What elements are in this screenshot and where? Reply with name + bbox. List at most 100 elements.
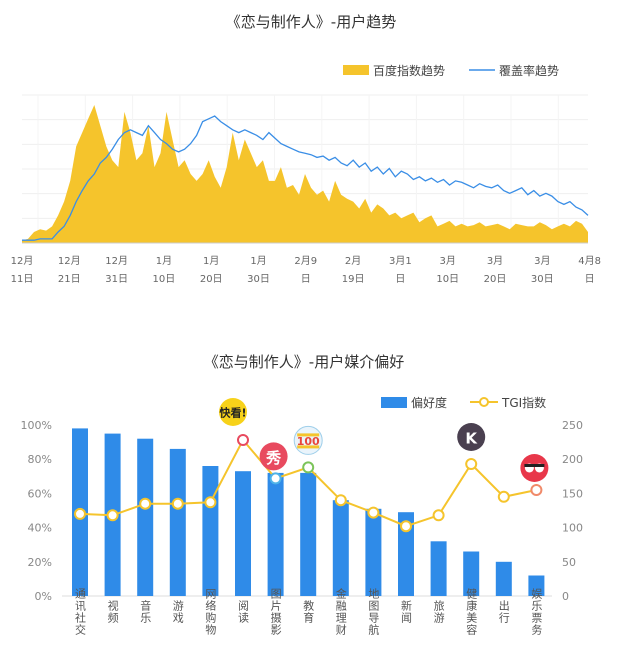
category-label: 图片摄影 <box>269 588 282 636</box>
x-tick-label: 10日 <box>436 274 459 285</box>
legend-label-preference: 偏好度 <box>411 395 447 410</box>
x-tick-label: 4月8 <box>578 255 601 267</box>
tgi-point <box>367 506 380 519</box>
100-icon-label: 100 <box>297 435 320 448</box>
tgi-point <box>269 472 282 485</box>
y-left-tick-label: 80% <box>28 453 52 466</box>
3d-glasses-frame <box>524 464 545 467</box>
x-tick-label: 3月 <box>487 255 503 267</box>
kuaikan-manhua-icon-label: 快看! <box>218 406 246 420</box>
category-label: 教育 <box>302 600 315 624</box>
bar-preference <box>495 561 512 596</box>
keep-icon-label: K <box>465 430 478 448</box>
y-left-tick-label: 100% <box>21 419 52 432</box>
tgi-point <box>302 461 315 474</box>
bar-preference <box>430 541 447 596</box>
x-tick-label: 10日 <box>153 274 176 285</box>
legend-label-coverage: 覆盖率趋势 <box>499 63 559 78</box>
bar-preference <box>235 471 251 596</box>
category-label: 音乐 <box>139 599 152 624</box>
category-label: 金融理财 <box>334 587 347 636</box>
category-label: 健康美容 <box>465 588 478 636</box>
3d-glasses-icon <box>520 454 549 482</box>
category-label: 游戏 <box>171 600 184 624</box>
x-tick-label: 30日 <box>247 274 270 285</box>
x-tick-label: 3月1 <box>389 255 412 267</box>
y-right-tick-label: 250 <box>562 419 583 432</box>
tgi-point <box>432 509 445 522</box>
y-right-tick-label: 200 <box>562 453 583 466</box>
tgi-point <box>465 458 478 470</box>
x-tick-label: 12月 <box>11 255 34 267</box>
y-left-tick-label: 0% <box>35 590 52 603</box>
category-label: 旅游 <box>432 599 445 624</box>
x-tick-label: 2月9 <box>294 255 317 267</box>
y-right-tick-label: 50 <box>562 556 576 569</box>
bar-preference <box>137 438 154 596</box>
x-tick-label: 31日 <box>105 274 128 285</box>
x-tick-label: 3月 <box>534 255 550 267</box>
bar-preference <box>463 551 480 596</box>
bar-preference <box>300 472 317 596</box>
chart-title: 《恋与制作人》-用户媒介偏好 <box>204 353 404 371</box>
legend-swatch-bar <box>381 397 407 408</box>
y-left-tick-label: 40% <box>28 522 52 535</box>
xiu-icon-label: 秀 <box>265 449 282 467</box>
y-right-tick-label: 0 <box>562 590 569 603</box>
x-tick-label: 30日 <box>531 274 554 285</box>
chart-title: 《恋与制作人》-用户趋势 <box>226 13 396 31</box>
x-tick-label: 11日 <box>11 274 34 285</box>
kuaikan-manhua-icon-bg <box>219 398 247 426</box>
x-tick-label: 1月 <box>250 255 266 267</box>
x-tick-label: 日 <box>395 274 405 285</box>
bar-preference <box>169 448 186 596</box>
x-tick-label: 21日 <box>58 274 81 285</box>
series-baidu-area <box>22 105 588 243</box>
tgi-point <box>139 497 152 510</box>
100-icon: 100 <box>293 425 323 455</box>
category-label: 网络购物 <box>204 588 217 636</box>
bar-preference <box>365 508 382 596</box>
tgi-point <box>171 497 184 510</box>
tgi-point <box>334 494 347 507</box>
series-coverage-line <box>22 115 589 241</box>
bar-preference <box>332 500 349 596</box>
x-tick-label: 日 <box>301 274 311 285</box>
bar-preference <box>267 472 284 596</box>
100-icon-stripe <box>297 433 320 437</box>
tgi-point <box>106 509 119 522</box>
x-tick-label: 日 <box>585 274 595 285</box>
category-label: 地图导航 <box>367 588 380 636</box>
keep-icon: K <box>457 423 486 451</box>
y-right-tick-label: 100 <box>562 522 583 535</box>
bar-preference <box>398 512 414 596</box>
x-tick-label: 2月 <box>345 255 361 267</box>
bar-preference <box>528 575 545 596</box>
category-label: 通讯社交 <box>74 588 87 636</box>
y-left-tick-label: 60% <box>28 487 52 500</box>
tgi-point <box>237 434 249 446</box>
x-tick-label: 3月 <box>440 255 456 267</box>
y-right-tick-label: 150 <box>562 487 583 500</box>
legend-swatch-marker <box>479 397 489 407</box>
x-tick-label: 19日 <box>342 274 365 285</box>
100-icon-stripe <box>297 445 320 449</box>
tgi-point <box>497 490 510 503</box>
xiu-icon: 秀 <box>259 442 288 471</box>
xiu-icon-bg <box>259 442 288 471</box>
tgi-point <box>400 520 412 533</box>
legend-label-tgi: TGI指数 <box>501 395 546 410</box>
legend-label-baidu: 百度指数趋势 <box>373 63 445 78</box>
tgi-point <box>530 484 543 496</box>
x-tick-label: 1月 <box>156 255 172 267</box>
legend-swatch-area <box>343 65 369 75</box>
x-tick-label: 1月 <box>203 255 219 267</box>
x-tick-label: 12月 <box>58 255 81 267</box>
x-tick-label: 20日 <box>200 274 223 285</box>
tgi-point <box>74 507 86 520</box>
category-label: 娱乐票务 <box>530 587 543 636</box>
category-label: 阅读 <box>237 600 250 624</box>
